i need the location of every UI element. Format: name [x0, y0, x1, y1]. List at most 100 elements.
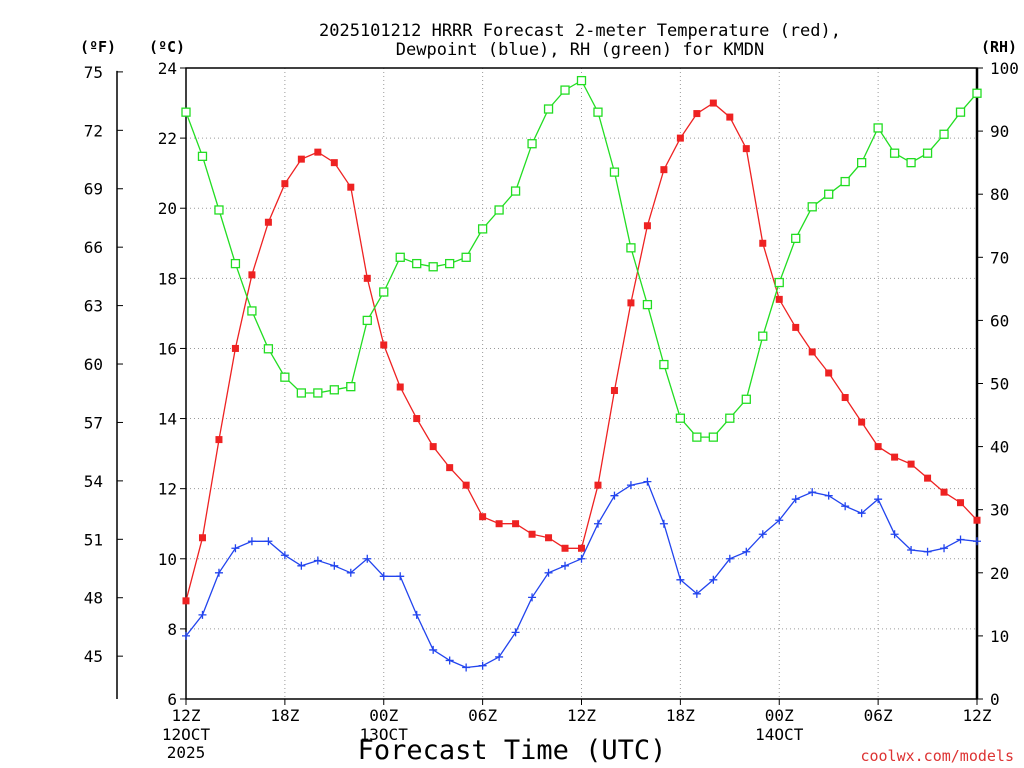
data-point-rh	[379, 287, 389, 297]
series-rh	[181, 75, 982, 442]
data-point-dewpoint	[758, 530, 767, 539]
fahrenheit-tick-label: 54	[84, 472, 103, 491]
data-point-temperature	[396, 383, 404, 391]
fahrenheit-tick-label: 72	[84, 121, 103, 140]
time-tick-label: 00Z	[369, 706, 398, 725]
date-tick-label: 12OCT	[162, 725, 211, 744]
data-point-rh	[642, 299, 653, 310]
data-point-rh	[906, 157, 916, 168]
data-point-temperature	[759, 239, 767, 247]
rh-unit-label: (RH)	[981, 38, 1017, 56]
celsius-tick-label: 16	[158, 339, 177, 358]
data-point-rh	[313, 388, 323, 398]
data-point-temperature	[330, 159, 338, 167]
data-point-temperature	[347, 183, 355, 191]
data-point-temperature	[429, 443, 437, 451]
data-point-temperature	[643, 222, 651, 230]
data-point-rh	[412, 258, 422, 269]
data-point-rh	[247, 306, 257, 316]
data-point-dewpoint	[247, 537, 256, 546]
data-point-dewpoint	[231, 544, 240, 553]
data-point-temperature	[479, 513, 487, 521]
data-point-dewpoint	[264, 537, 273, 546]
fahrenheit-tick-label: 57	[84, 413, 103, 432]
data-point-temperature	[495, 520, 503, 528]
data-point-rh	[824, 189, 834, 199]
data-point-temperature	[676, 134, 684, 142]
data-point-temperature	[248, 271, 256, 279]
data-point-temperature	[446, 464, 454, 472]
data-point-dewpoint	[182, 631, 190, 640]
data-point-rh	[346, 382, 356, 392]
celsius-tick-label: 12	[158, 480, 177, 499]
data-point-dewpoint	[478, 661, 487, 670]
data-point-rh	[214, 205, 224, 215]
fahrenheit-tick-label: 45	[84, 647, 103, 666]
data-point-dewpoint	[561, 561, 570, 570]
data-point-temperature	[512, 520, 520, 528]
data-point-rh	[675, 413, 686, 423]
data-point-temperature	[957, 499, 965, 507]
date-tick-label: 13OCT	[360, 725, 409, 744]
data-point-rh	[181, 107, 191, 117]
data-point-temperature	[973, 516, 981, 524]
data-point-dewpoint	[214, 568, 223, 577]
data-point-dewpoint	[676, 575, 685, 584]
data-point-dewpoint	[857, 509, 866, 518]
fahrenheit-tick-label: 51	[84, 530, 103, 549]
data-point-rh	[741, 394, 751, 404]
data-point-dewpoint	[610, 491, 619, 500]
data-point-rh	[889, 148, 900, 158]
data-point-dewpoint	[297, 561, 306, 570]
time-tick-label: 00Z	[765, 706, 794, 725]
data-point-dewpoint	[791, 495, 800, 504]
data-point-dewpoint	[445, 656, 454, 665]
data-point-rh	[626, 243, 636, 253]
data-point-dewpoint	[643, 477, 652, 486]
time-tick-label: 12Z	[567, 706, 596, 725]
data-point-dewpoint	[544, 568, 553, 577]
data-point-temperature	[380, 341, 388, 349]
data-point-temperature	[660, 166, 668, 174]
data-point-dewpoint	[940, 544, 949, 553]
data-point-rh	[758, 331, 768, 341]
celsius-tick-label: 18	[158, 269, 177, 288]
data-point-dewpoint	[528, 593, 537, 602]
data-point-temperature	[825, 369, 833, 377]
celsius-unit-label: (ºC)	[149, 38, 185, 56]
celsius-tick-label: 24	[158, 59, 177, 78]
data-point-rh	[197, 151, 208, 161]
data-point-dewpoint	[841, 502, 850, 511]
rh-tick-label: 70	[990, 248, 1009, 267]
data-series	[181, 75, 982, 672]
data-point-temperature	[215, 436, 223, 444]
rh-tick-label: 20	[990, 564, 1009, 583]
data-point-temperature	[297, 155, 305, 163]
data-point-dewpoint	[462, 663, 471, 672]
fahrenheit-tick-label: 63	[84, 297, 103, 316]
year-tick-label: 2025	[167, 743, 206, 762]
data-point-rh	[856, 157, 867, 168]
data-point-rh	[840, 176, 850, 187]
rh-tick-label: 30	[990, 501, 1009, 520]
celsius-tick-label: 20	[158, 199, 177, 218]
time-tick-label: 18Z	[666, 706, 695, 725]
data-point-dewpoint	[692, 589, 701, 598]
axes	[116, 67, 983, 705]
data-point-temperature	[231, 344, 239, 352]
data-point-temperature	[627, 299, 635, 307]
data-point-temperature	[528, 530, 536, 538]
series-line	[185, 79, 978, 438]
credit-text: coolwx.com/models	[860, 747, 1014, 765]
data-point-rh	[527, 139, 537, 149]
celsius-tick-label: 22	[158, 129, 177, 148]
data-point-rh	[873, 123, 883, 133]
fahrenheit-unit-label: (ºF)	[80, 38, 116, 56]
data-point-temperature	[281, 180, 289, 188]
data-point-temperature	[561, 544, 569, 552]
data-point-dewpoint	[495, 652, 504, 661]
data-point-dewpoint	[824, 491, 833, 500]
chart-title-line2: Dewpoint (blue), RH (green) for KMDN	[396, 40, 764, 60]
data-point-temperature	[858, 418, 866, 426]
